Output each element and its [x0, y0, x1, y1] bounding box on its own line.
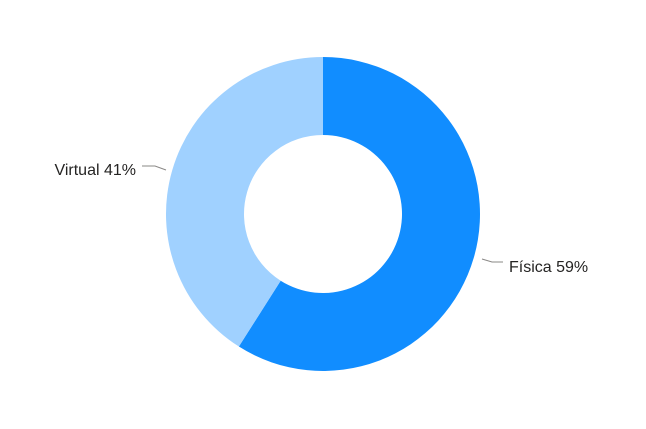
leader-line-virtual	[142, 165, 167, 171]
labels-layer: Física 59% Virtual 41%	[54, 162, 588, 276]
data-label-virtual: Virtual 41%	[54, 162, 136, 179]
slices-layer	[166, 57, 481, 371]
data-label-fisica: Física 59%	[509, 259, 588, 276]
leader-line-fisica	[481, 258, 503, 263]
slice-fisica[interactable]	[238, 57, 481, 371]
slice-virtual[interactable]	[166, 57, 323, 347]
